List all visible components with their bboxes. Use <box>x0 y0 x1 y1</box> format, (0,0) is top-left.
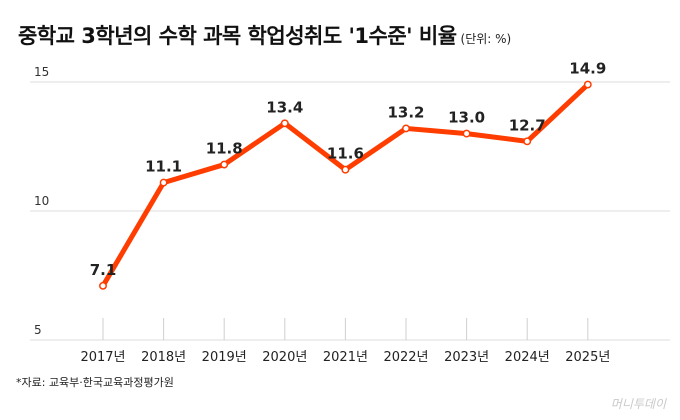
data-label: 11.1 <box>145 158 182 176</box>
data-label: 11.6 <box>327 145 364 163</box>
x-tick-label: 2019년 <box>202 350 247 365</box>
x-tick-label: 2018년 <box>141 350 186 365</box>
data-point <box>583 80 592 89</box>
series-line <box>100 82 591 289</box>
data-point <box>99 281 107 290</box>
data-label: 11.8 <box>206 140 243 158</box>
data-point <box>523 137 532 146</box>
watermark: 머니투데이 <box>610 397 666 411</box>
chart-title-text: 중학교 3학년의 수학 과목 학업성취도 '1수준' 비율 <box>18 24 457 48</box>
data-point <box>220 160 229 169</box>
data-label: 13.2 <box>387 103 424 121</box>
data-label: 14.9 <box>569 60 606 78</box>
data-point <box>159 178 168 187</box>
x-tick-label: 2024년 <box>505 350 550 365</box>
data-label: 13.4 <box>266 98 303 116</box>
data-point <box>402 124 410 133</box>
data-label: 13.0 <box>448 109 485 127</box>
x-tick-label: 2017년 <box>80 350 125 365</box>
y-tick-label: 10 <box>34 194 49 208</box>
x-tick-label: 2020년 <box>262 350 307 365</box>
data-label: 12.7 <box>509 116 546 134</box>
data-point <box>341 165 350 174</box>
data-point <box>462 129 471 138</box>
data-point <box>280 119 289 128</box>
data-label: 7.1 <box>90 261 117 279</box>
x-tick-label: 2022년 <box>383 350 428 365</box>
y-tick-label: 15 <box>34 65 49 79</box>
x-tick-label: 2021년 <box>323 350 368 365</box>
y-tick-label: 5 <box>34 323 42 337</box>
unit-note: (단위: %) <box>460 32 512 46</box>
x-tick-label: 2025년 <box>565 350 610 365</box>
chart-title: 중학교 3학년의 수학 과목 학업성취도 '1수준' 비율 (단위: %) <box>18 20 511 50</box>
source-note: *자료: 교육부·한국교육과정평가원 <box>16 376 174 389</box>
x-tick-label: 2023년 <box>444 350 489 365</box>
